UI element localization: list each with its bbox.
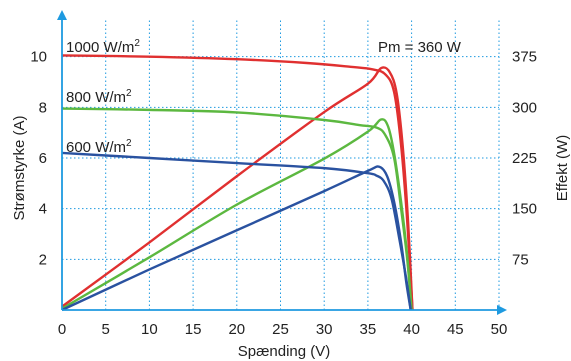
y-axis-left-title: Strømstyrke (A)	[11, 116, 28, 221]
y-left-tick-label: 6	[39, 150, 47, 167]
series-labels: 1000 W/m2 800 W/m2 600 W/m2	[66, 38, 140, 156]
current-curve-0	[61, 54, 414, 311]
power-curve-2	[61, 165, 412, 312]
x-tick-label: 25	[272, 321, 289, 338]
series-label: 600 W/m2	[66, 138, 132, 156]
y-right-tick-label: 75	[512, 251, 529, 268]
series-label: 1000 W/m2	[66, 38, 140, 56]
ticks: 0 5 10 15 20 25 30 35 40 45 50 2 4 6 8 10 75 150 225 300 375	[30, 49, 537, 338]
curves	[61, 54, 414, 312]
x-tick-label: 20	[228, 321, 245, 338]
x-tick-label: 15	[185, 321, 202, 338]
y-axis-arrow	[57, 10, 67, 20]
y-right-tick-label: 150	[512, 201, 537, 218]
x-tick-label: 10	[141, 321, 158, 338]
x-tick-label: 5	[102, 321, 110, 338]
pm-annotation: Pm = 360 W	[378, 39, 462, 56]
y-left-tick-label: 4	[39, 201, 47, 218]
x-axis-arrow	[497, 305, 507, 315]
x-tick-label: 40	[403, 321, 420, 338]
power-curve-1	[61, 118, 413, 311]
x-tick-label: 35	[360, 321, 377, 338]
x-axis-title: Spænding (V)	[238, 343, 331, 360]
axes	[57, 10, 507, 315]
y-left-tick-label: 10	[30, 49, 47, 66]
power-curve-0	[61, 66, 414, 311]
x-tick-label: 45	[447, 321, 464, 338]
x-tick-label: 0	[58, 321, 66, 338]
y-right-tick-label: 375	[512, 49, 537, 66]
x-tick-label: 50	[491, 321, 508, 338]
x-tick-label: 30	[316, 321, 333, 338]
y-left-tick-label: 2	[39, 251, 47, 268]
series-label: 800 W/m2	[66, 88, 132, 106]
y-axis-right-title: Effekt (W)	[554, 135, 571, 201]
y-right-tick-label: 225	[512, 150, 537, 167]
y-left-tick-label: 8	[39, 99, 47, 116]
y-right-tick-label: 300	[512, 99, 537, 116]
